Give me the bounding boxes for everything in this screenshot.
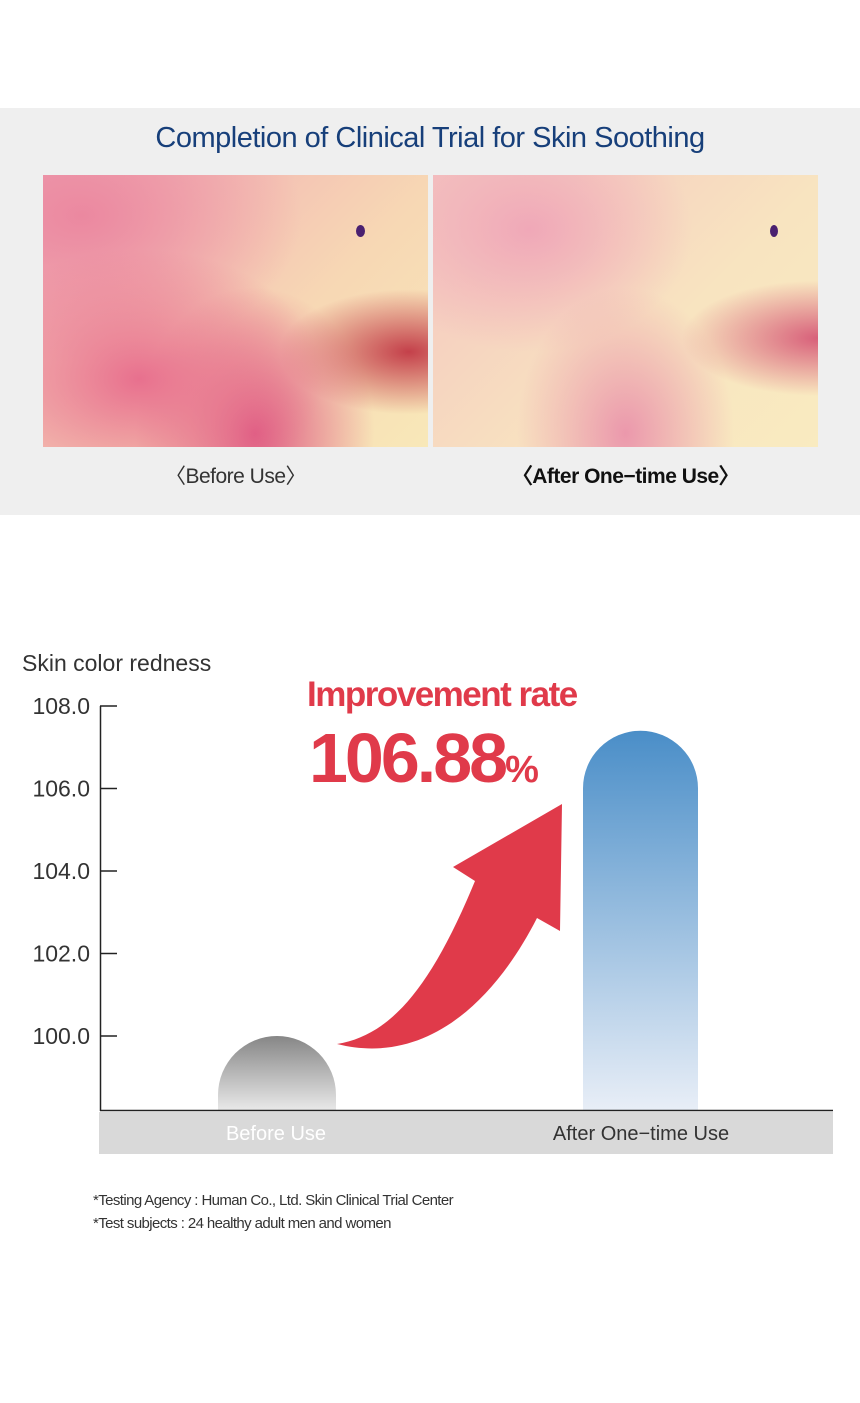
improvement-rate-label: Improvement rate <box>307 675 578 714</box>
skin-spot <box>356 225 365 237</box>
y-tick-label: 106.0 <box>32 776 90 802</box>
category-band <box>99 1112 833 1154</box>
y-tick-label: 104.0 <box>32 858 90 884</box>
footnote-subjects: *Test subjects : 24 healthy adult men an… <box>93 1215 391 1232</box>
before-use-photo <box>43 175 428 447</box>
page-title: Completion of Clinical Trial for Skin So… <box>155 122 705 154</box>
footnote-agency: *Testing Agency : Human Co., Ltd. Skin C… <box>93 1192 454 1209</box>
y-axis-label: Skin color redness <box>22 650 212 676</box>
after-use-caption: 〈After One−time Use〉 <box>511 465 740 488</box>
improvement-arrow-icon <box>337 804 562 1049</box>
rate-number: 106.88 <box>309 719 508 797</box>
y-tick-label: 108.0 <box>32 693 90 719</box>
category-label-after: After One−time Use <box>553 1123 729 1145</box>
after-use-photo <box>433 175 818 447</box>
rate-unit: % <box>505 749 539 791</box>
improvement-rate-value: 106.88% <box>309 718 539 798</box>
y-tick-label: 100.0 <box>32 1023 90 1049</box>
bar-before-use <box>218 1036 336 1110</box>
bar-after-use <box>583 730 698 1110</box>
skin-spot <box>770 225 778 237</box>
y-tick-label: 102.0 <box>32 941 90 967</box>
before-use-caption: 〈Before Use〉 <box>164 465 307 488</box>
category-label-before: Before Use <box>226 1123 326 1145</box>
